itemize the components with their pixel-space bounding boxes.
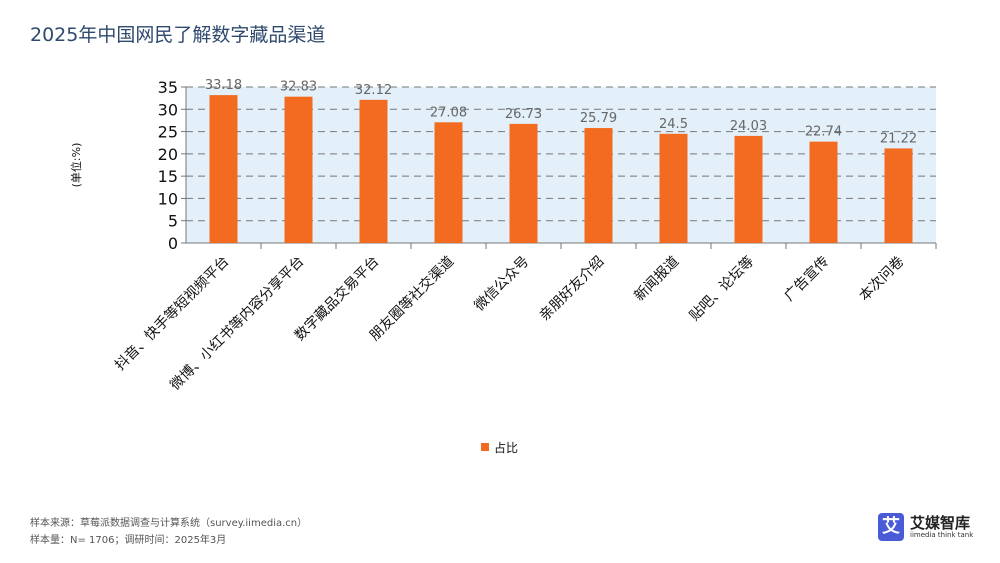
data-label: 32.12 — [355, 83, 392, 98]
data-label: 32.83 — [280, 80, 317, 95]
y-tick-label: 0 — [168, 234, 178, 253]
data-label: 26.73 — [505, 107, 542, 122]
logo-name: 艾媒智库 — [910, 514, 971, 532]
x-tick-label: 广告宣传 — [781, 254, 832, 305]
y-tick-label: 25 — [158, 123, 178, 142]
logo-mark: 艾 — [878, 513, 904, 541]
y-tick-label: 30 — [158, 100, 178, 119]
bar — [659, 133, 688, 243]
legend-label: 占比 — [494, 440, 518, 455]
x-tick-label: 本次问卷 — [856, 254, 907, 305]
bar — [509, 123, 538, 243]
data-label: 21.22 — [880, 131, 917, 146]
y-tick-label: 10 — [158, 189, 178, 208]
x-tick-label: 微信公众号 — [472, 254, 533, 315]
bar — [434, 122, 463, 243]
data-label: 25.79 — [580, 111, 617, 126]
y-axis-label: (单位:%) — [69, 143, 83, 188]
y-tick-label: 20 — [158, 145, 178, 164]
x-tick-label: 微博、小红书等内容分享平台 — [167, 253, 308, 394]
x-tick-label: 新闻报道 — [631, 254, 682, 305]
source-note: 样本来源：草莓派数据调查与计算系统（survey.iimedia.cn） — [30, 518, 308, 529]
data-label: 24.5 — [659, 117, 688, 132]
data-label: 33.18 — [205, 78, 242, 93]
legend-swatch — [481, 443, 489, 451]
sample-note: 样本量：N= 1706；调研时间：2025年3月 — [30, 535, 227, 546]
data-label: 24.03 — [730, 119, 767, 134]
bar — [884, 148, 913, 243]
bar — [734, 135, 763, 243]
chart-title: 2025年中国网民了解数字藏品渠道 — [30, 24, 326, 46]
logo-sub: iimedia think tank — [910, 531, 974, 539]
bar — [209, 95, 238, 243]
y-tick-label: 15 — [158, 167, 178, 186]
logo: 艾 艾媒智库 iimedia think tank — [878, 513, 973, 541]
y-tick-label: 5 — [168, 212, 178, 231]
x-tick-label: 亲朋好友介绍 — [537, 254, 608, 325]
y-tick-label: 35 — [158, 78, 178, 97]
bar — [809, 141, 838, 243]
bar — [359, 99, 388, 243]
bar — [584, 128, 613, 243]
x-tick-label: 贴吧、论坛等 — [686, 253, 757, 324]
data-label: 27.08 — [430, 105, 467, 120]
bar — [284, 96, 313, 243]
data-label: 22.74 — [805, 125, 842, 140]
bar-chart: 05101520253035(单位:%)33.18抖音、快手等短视频平台32.8… — [69, 78, 937, 455]
